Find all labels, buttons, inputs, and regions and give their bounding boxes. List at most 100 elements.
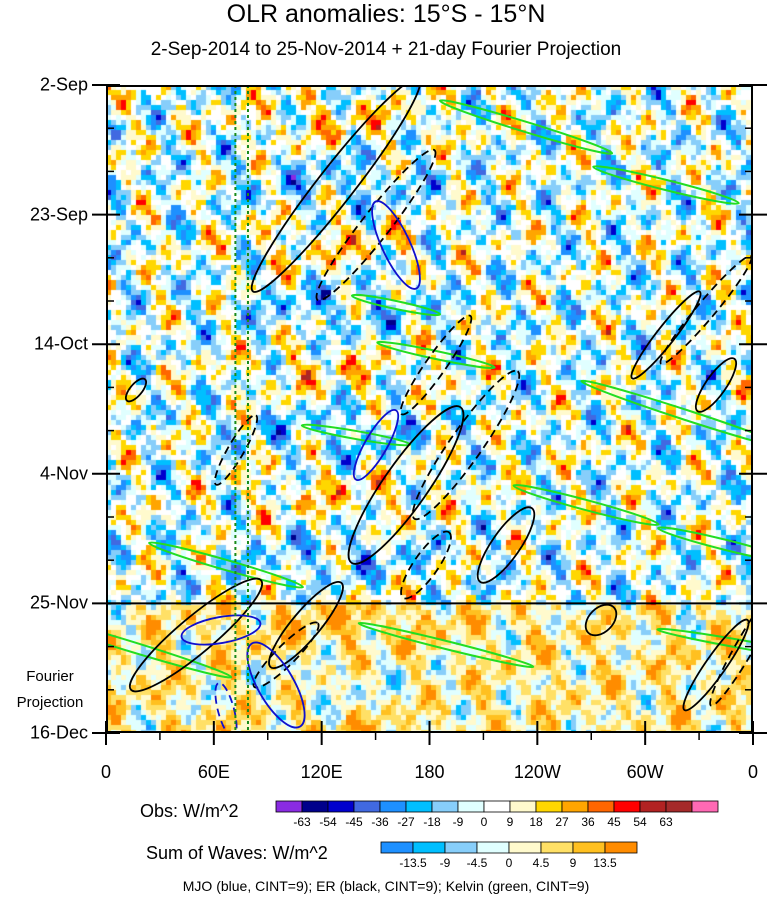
er-contour <box>268 581 344 669</box>
waves-colorbar-tick-label: 4.5 <box>532 856 550 870</box>
kelvin-contour <box>148 541 304 589</box>
waves-colorbar-label: Sum of Waves: W/m^2 <box>146 843 328 863</box>
y-tick-label: 16-Dec <box>29 722 88 743</box>
chart-subtitle: 2-Sep-2014 to 25-Nov-2014 + 21-day Fouri… <box>150 39 622 60</box>
er-contour <box>476 506 536 584</box>
mjo-contour <box>352 409 400 481</box>
kelvin-contour <box>357 621 535 669</box>
obs-colorbar-tick-label: 18 <box>529 815 543 829</box>
er-contour <box>124 377 148 403</box>
waves-colorbar-tick-label: 9 <box>569 856 577 870</box>
olr-anomaly-heatmap <box>106 85 753 733</box>
obs-colorbar-swatch <box>353 800 381 813</box>
kelvin-contour <box>106 611 233 679</box>
obs-colorbar-tick-label: -36 <box>371 815 389 829</box>
er-contour <box>399 314 473 416</box>
er-contour <box>709 583 753 707</box>
er-contour <box>250 85 422 293</box>
er-contour <box>213 414 259 486</box>
er-contour <box>252 621 320 689</box>
waves-colorbar-tick-label: -9 <box>439 856 451 870</box>
x-tick-label: 120W <box>513 762 561 782</box>
obs-colorbar-tick-label: -45 <box>345 815 363 829</box>
obs-colorbar-swatch <box>483 800 511 813</box>
obs-colorbar-tick-label: -63 <box>293 815 311 829</box>
er-contour <box>682 618 750 712</box>
er-contour <box>630 290 702 380</box>
obs-colorbar-swatch <box>691 800 719 813</box>
projection-label-line1: Fourier <box>26 668 74 685</box>
kelvin-contour <box>580 379 753 451</box>
obs-colorbar-tick-label: 27 <box>555 815 569 829</box>
waves-colorbar-tick-label: 13.5 <box>593 856 617 870</box>
y-tick-label: 4-Nov <box>39 463 88 484</box>
contour-caption: MJO (blue, CINT=9); ER (black, CINT=9); … <box>182 878 590 894</box>
mjo-contour <box>214 681 238 733</box>
obs-colorbar-tick-label: -18 <box>423 815 441 829</box>
waves-colorbar-swatch <box>412 841 446 854</box>
obs-colorbar-tick-label: 54 <box>633 815 647 829</box>
x-tick-label: 0 <box>747 762 759 782</box>
x-tick-label: 60E <box>197 762 230 782</box>
waves-colorbar-swatch <box>540 841 574 854</box>
er-contour <box>315 148 437 302</box>
mjo-contour <box>371 200 421 290</box>
plot-area <box>106 85 753 733</box>
waves-colorbar-swatch <box>380 841 414 854</box>
obs-colorbar-swatch <box>613 800 641 813</box>
waves-colorbar-swatch <box>476 841 510 854</box>
obs-colorbar-swatch <box>587 800 615 813</box>
obs-colorbar-swatch <box>639 800 667 813</box>
obs-colorbar-swatch <box>301 800 329 813</box>
obs-colorbar-swatch <box>509 800 537 813</box>
y-tick-label: 14-Oct <box>33 333 88 354</box>
er-contour <box>411 369 521 521</box>
mjo-contour <box>246 641 306 729</box>
waves-colorbar-swatch <box>508 841 542 854</box>
projection-label-line2: Projection <box>16 694 84 711</box>
obs-colorbar-swatch <box>431 800 459 813</box>
obs-colorbar-swatch <box>561 800 589 813</box>
wave-contour-overlay <box>106 85 753 733</box>
kelvin-contour <box>657 526 753 564</box>
obs-colorbar-tick-label: 36 <box>581 815 595 829</box>
kelvin-contour <box>438 99 614 155</box>
kelvin-contour <box>512 483 660 527</box>
mjo-contour <box>180 614 262 646</box>
kelvin-contour <box>656 627 753 663</box>
er-contour <box>400 530 452 600</box>
waves-colorbar-tick-label: -4.5 <box>466 856 488 870</box>
er-contour <box>695 357 737 413</box>
kelvin-contour <box>592 165 740 205</box>
obs-colorbar-swatch <box>665 800 693 813</box>
er-contour <box>128 577 264 693</box>
obs-colorbar-tick-label: 63 <box>659 815 673 829</box>
obs-colorbar-tick-label: 45 <box>607 815 621 829</box>
x-tick-label: 180 <box>414 762 445 782</box>
obs-colorbar-tick-label: 9 <box>506 815 514 829</box>
obs-colorbar-swatch <box>379 800 407 813</box>
waves-colorbar-tick-label: -13.5 <box>399 856 427 870</box>
kelvin-contour <box>376 340 496 370</box>
kelvin-contour <box>350 293 442 317</box>
obs-colorbar-label: Obs: W/m^2 <box>140 801 239 821</box>
obs-colorbar-swatch <box>405 800 433 813</box>
waves-colorbar-swatch <box>444 841 478 854</box>
x-tick-label: 60W <box>626 762 664 782</box>
obs-colorbar-swatch <box>275 800 303 813</box>
er-contour <box>584 603 618 637</box>
waves-colorbar-swatch <box>572 841 606 854</box>
obs-colorbar-tick-label: -9 <box>452 815 464 829</box>
obs-colorbar-swatch <box>327 800 355 813</box>
er-contour <box>347 405 465 565</box>
waves-colorbar-swatch <box>604 841 638 854</box>
obs-colorbar-tick-label: -54 <box>319 815 337 829</box>
obs-colorbar-tick-label: -27 <box>397 815 415 829</box>
y-tick-label: 2-Sep <box>39 74 88 95</box>
chart-title: OLR anomalies: 15°S - 15°N <box>226 0 546 28</box>
obs-colorbar-tick-label: 0 <box>480 815 488 829</box>
obs-colorbar-swatch <box>457 800 485 813</box>
er-contour <box>659 255 753 365</box>
x-tick-label: 120E <box>300 762 343 782</box>
